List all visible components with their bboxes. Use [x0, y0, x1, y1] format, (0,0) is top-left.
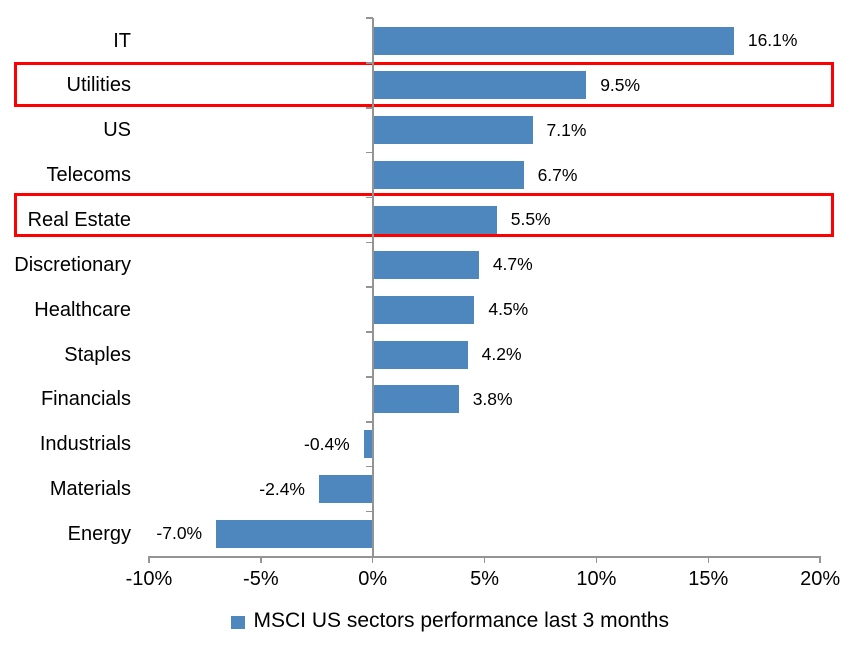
x-axis-tick-label: 20%	[800, 568, 841, 590]
y-axis-tick	[365, 421, 373, 423]
x-axis-tick-label: 10%	[576, 568, 617, 590]
x-axis-tick-label: 0%	[358, 568, 388, 590]
bar	[373, 116, 533, 145]
category-label: Industrials	[39, 433, 131, 456]
category-label: Energy	[67, 522, 131, 545]
bar	[216, 519, 373, 548]
highlight-box	[13, 62, 834, 107]
value-label: -0.4%	[304, 433, 350, 454]
value-label: 7.1%	[546, 119, 587, 140]
value-label: 9.5%	[600, 74, 641, 95]
bar	[373, 340, 468, 369]
bar	[373, 250, 479, 279]
category-label: US	[103, 119, 131, 142]
bar	[373, 385, 459, 414]
category-label: Materials	[49, 478, 131, 501]
y-axis-tick	[365, 331, 373, 333]
x-axis-tick	[595, 556, 598, 564]
bar	[363, 430, 373, 459]
y-axis-tick	[365, 62, 373, 64]
category-label: Telecoms	[46, 164, 131, 187]
bar	[319, 475, 373, 504]
x-axis-tick-label: -5%	[243, 568, 279, 590]
bar	[373, 71, 587, 100]
legend-label: MSCI US sectors performance last 3 month…	[253, 609, 669, 632]
x-axis-tick	[371, 556, 374, 564]
category-label: Healthcare	[34, 298, 131, 321]
y-axis-tick	[365, 555, 373, 558]
legend-marker-icon	[231, 615, 245, 630]
bar	[373, 26, 734, 55]
y-axis-tick	[365, 376, 373, 378]
y-axis-line	[371, 18, 374, 558]
value-label: 16.1%	[747, 30, 798, 51]
x-axis-tick-label: 15%	[688, 568, 729, 590]
x-axis-tick	[148, 556, 150, 564]
y-axis-tick	[365, 465, 373, 468]
x-axis-tick-label: 5%	[470, 568, 499, 590]
y-axis-tick	[365, 286, 373, 288]
x-axis-tick	[483, 556, 486, 564]
y-axis-tick	[365, 107, 373, 109]
x-axis-tick-label: -10%	[125, 568, 173, 590]
value-label: 5.5%	[510, 209, 551, 230]
x-axis-tick	[260, 556, 262, 564]
category-label: Discretionary	[14, 253, 131, 276]
value-label: 4.7%	[492, 254, 533, 275]
y-axis-tick	[365, 241, 373, 244]
x-axis-tick	[707, 556, 709, 564]
value-label: -2.4%	[259, 478, 305, 499]
category-label: Real Estate	[27, 208, 131, 231]
y-axis-tick	[365, 17, 373, 19]
legend: MSCI US sectors performance last 3 month…	[231, 609, 669, 633]
category-label: Utilities	[66, 74, 131, 97]
value-label: 4.2%	[481, 344, 522, 364]
x-axis-tick	[819, 556, 821, 564]
bar	[373, 295, 475, 324]
bar	[373, 205, 497, 234]
y-axis-tick	[365, 151, 373, 154]
value-label: 4.5%	[488, 299, 529, 320]
category-label: Staples	[64, 343, 131, 366]
value-label: -7.0%	[156, 523, 203, 544]
category-label: IT	[113, 29, 131, 52]
category-label: Financials	[40, 388, 131, 411]
bar	[373, 161, 524, 190]
value-label: 6.7%	[537, 164, 578, 185]
y-axis-tick	[365, 510, 373, 513]
y-axis-tick	[365, 196, 373, 199]
value-label: 3.8%	[472, 388, 513, 409]
highlight-box	[13, 192, 834, 237]
